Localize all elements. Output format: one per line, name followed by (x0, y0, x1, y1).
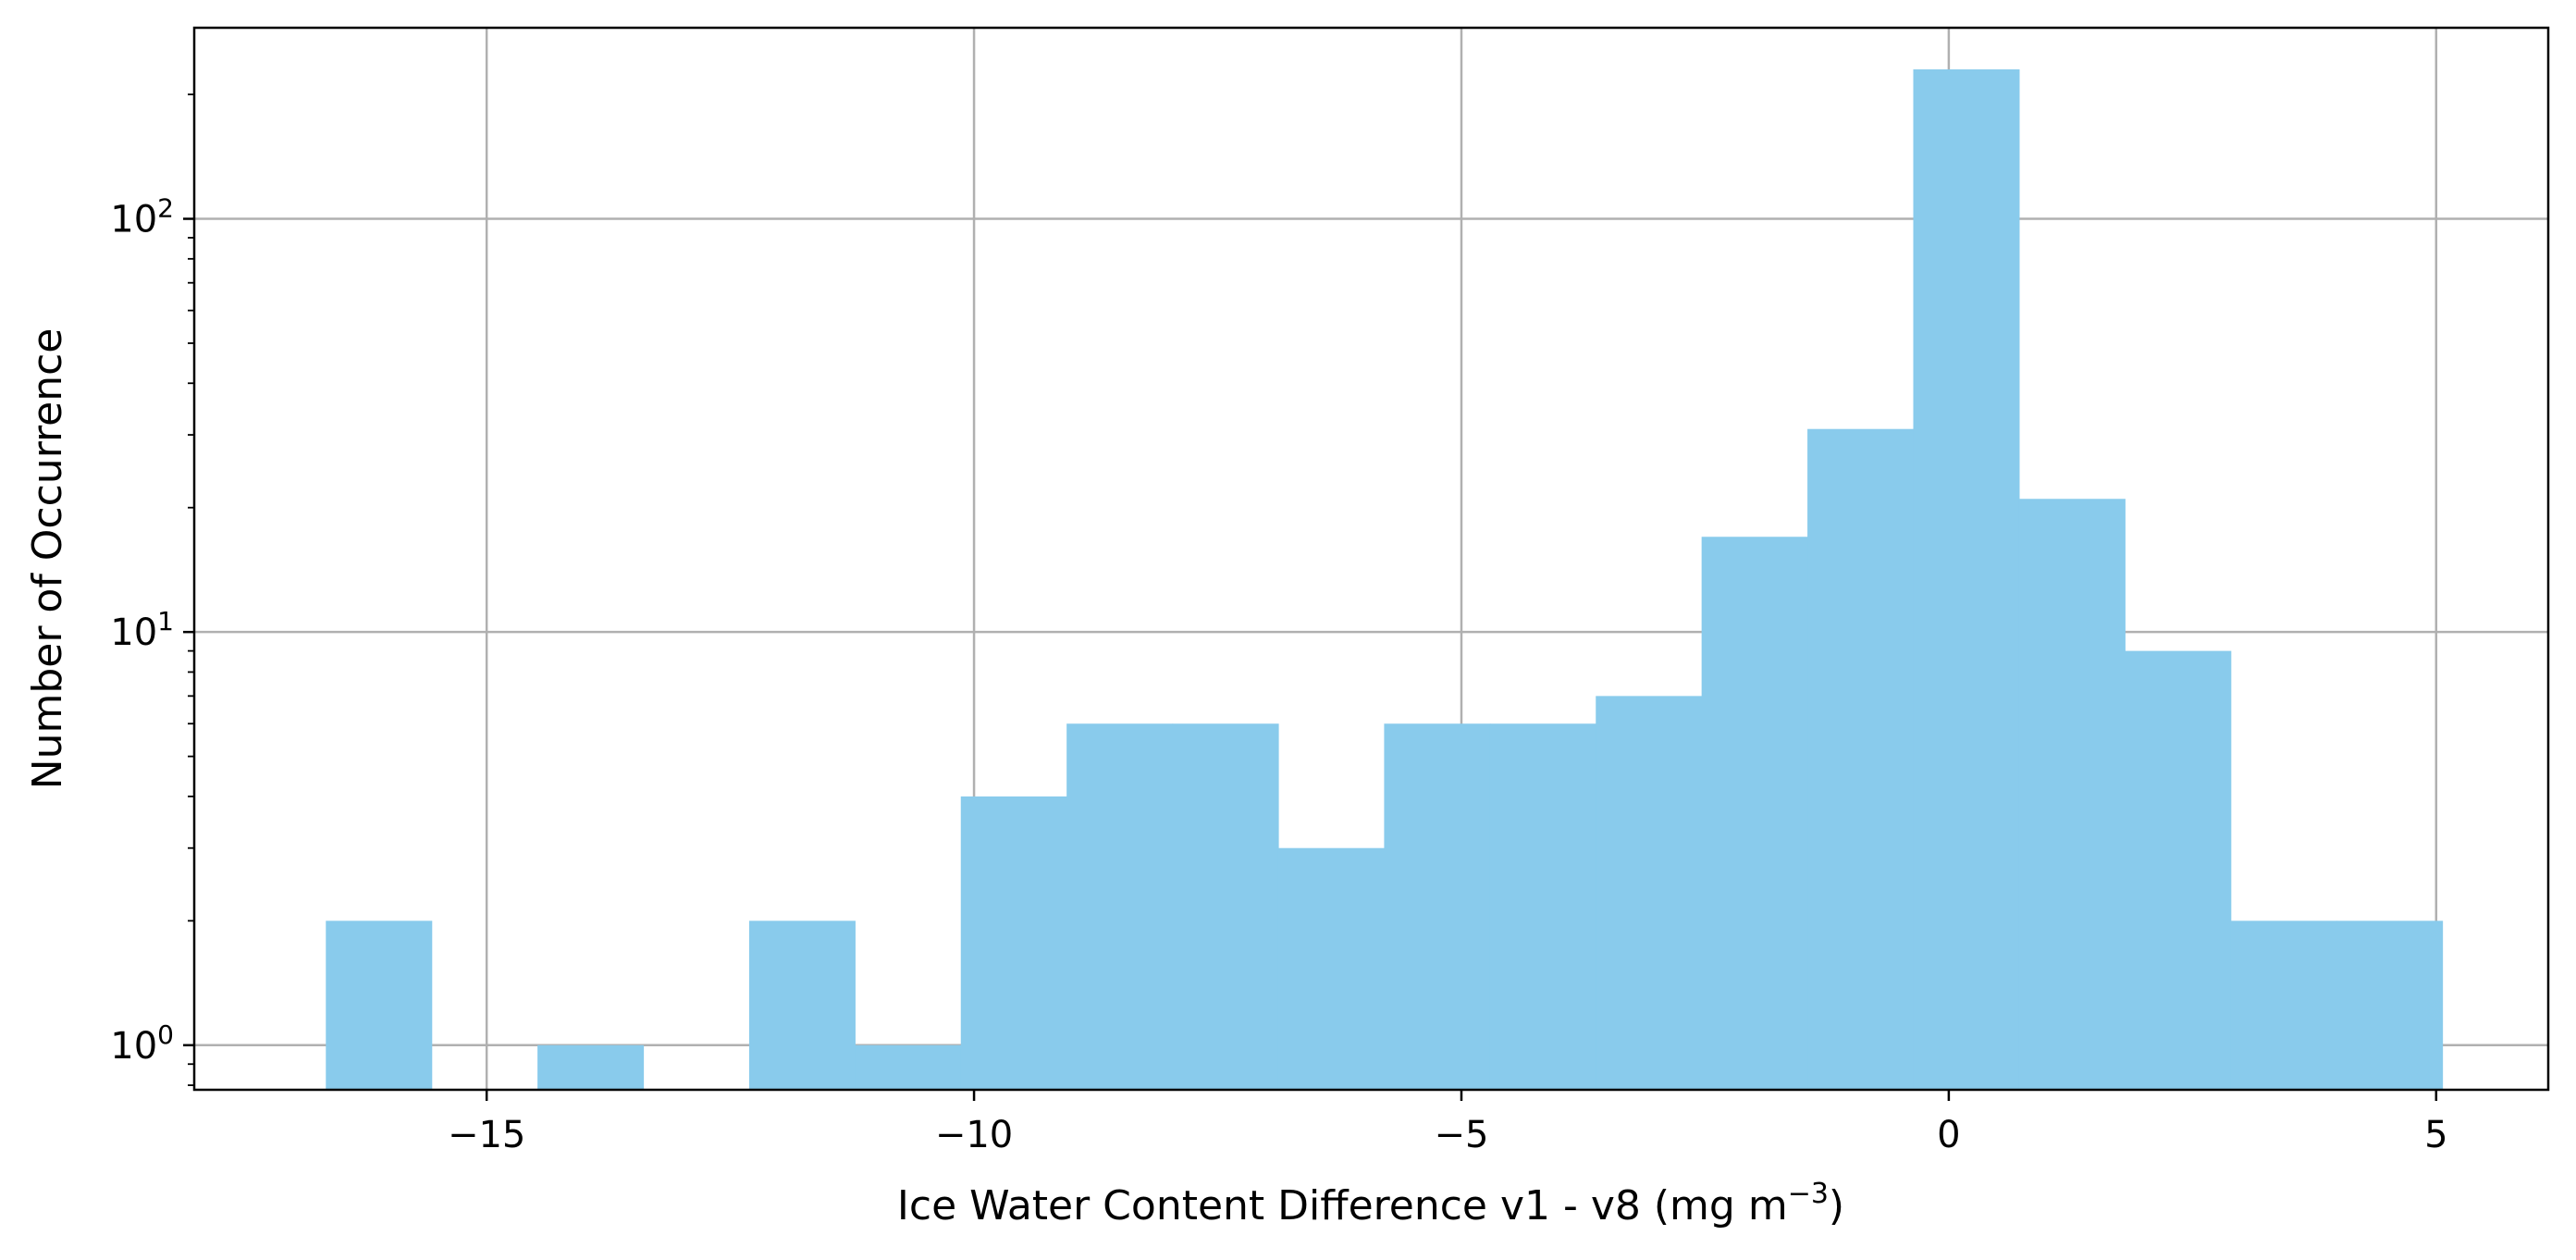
histogram-bar (1807, 428, 1915, 1090)
histogram-bars (326, 68, 2444, 1091)
histogram-bar (2125, 650, 2232, 1090)
histogram-bar (1489, 723, 1596, 1090)
y-axis-title: Number of Occurrence (24, 328, 71, 790)
x-tick-label: −15 (448, 1114, 525, 1156)
y-tick-label: 100 (110, 1019, 174, 1068)
histogram-bar (2230, 920, 2337, 1090)
x-tick-label: 5 (2424, 1114, 2447, 1156)
y-tick-label: 101 (110, 606, 174, 654)
histogram-bar (855, 1044, 962, 1090)
plot-frame (192, 26, 2550, 1092)
histogram-bar (1277, 847, 1386, 1090)
x-axis-title: Ice Water Content Difference v1 - v8 (mg… (897, 1178, 1844, 1229)
histogram-bar (1596, 696, 1703, 1090)
histogram-bar (2018, 499, 2126, 1090)
histogram-bar (1066, 723, 1174, 1090)
x-axis-ticks: −15 −10 −5 0 5 (448, 1090, 2448, 1156)
histogram-bar (960, 796, 1067, 1090)
histogram-bar (1913, 68, 2020, 1091)
histogram-bar (1384, 723, 1491, 1090)
y-tick-label: 102 (110, 193, 174, 241)
histogram-bar (326, 920, 433, 1090)
x-tick-label: 0 (1937, 1114, 1960, 1156)
x-tick-label: −5 (1434, 1114, 1488, 1156)
y-axis-ticks: 100 101 102 (110, 93, 194, 1086)
histogram-bar (1701, 537, 1808, 1090)
histogram-bar (2336, 920, 2444, 1090)
histogram-bar (748, 920, 856, 1090)
x-tick-label: −10 (935, 1114, 1013, 1156)
histogram-bar (537, 1044, 645, 1090)
histogram-bar (1172, 723, 1279, 1090)
